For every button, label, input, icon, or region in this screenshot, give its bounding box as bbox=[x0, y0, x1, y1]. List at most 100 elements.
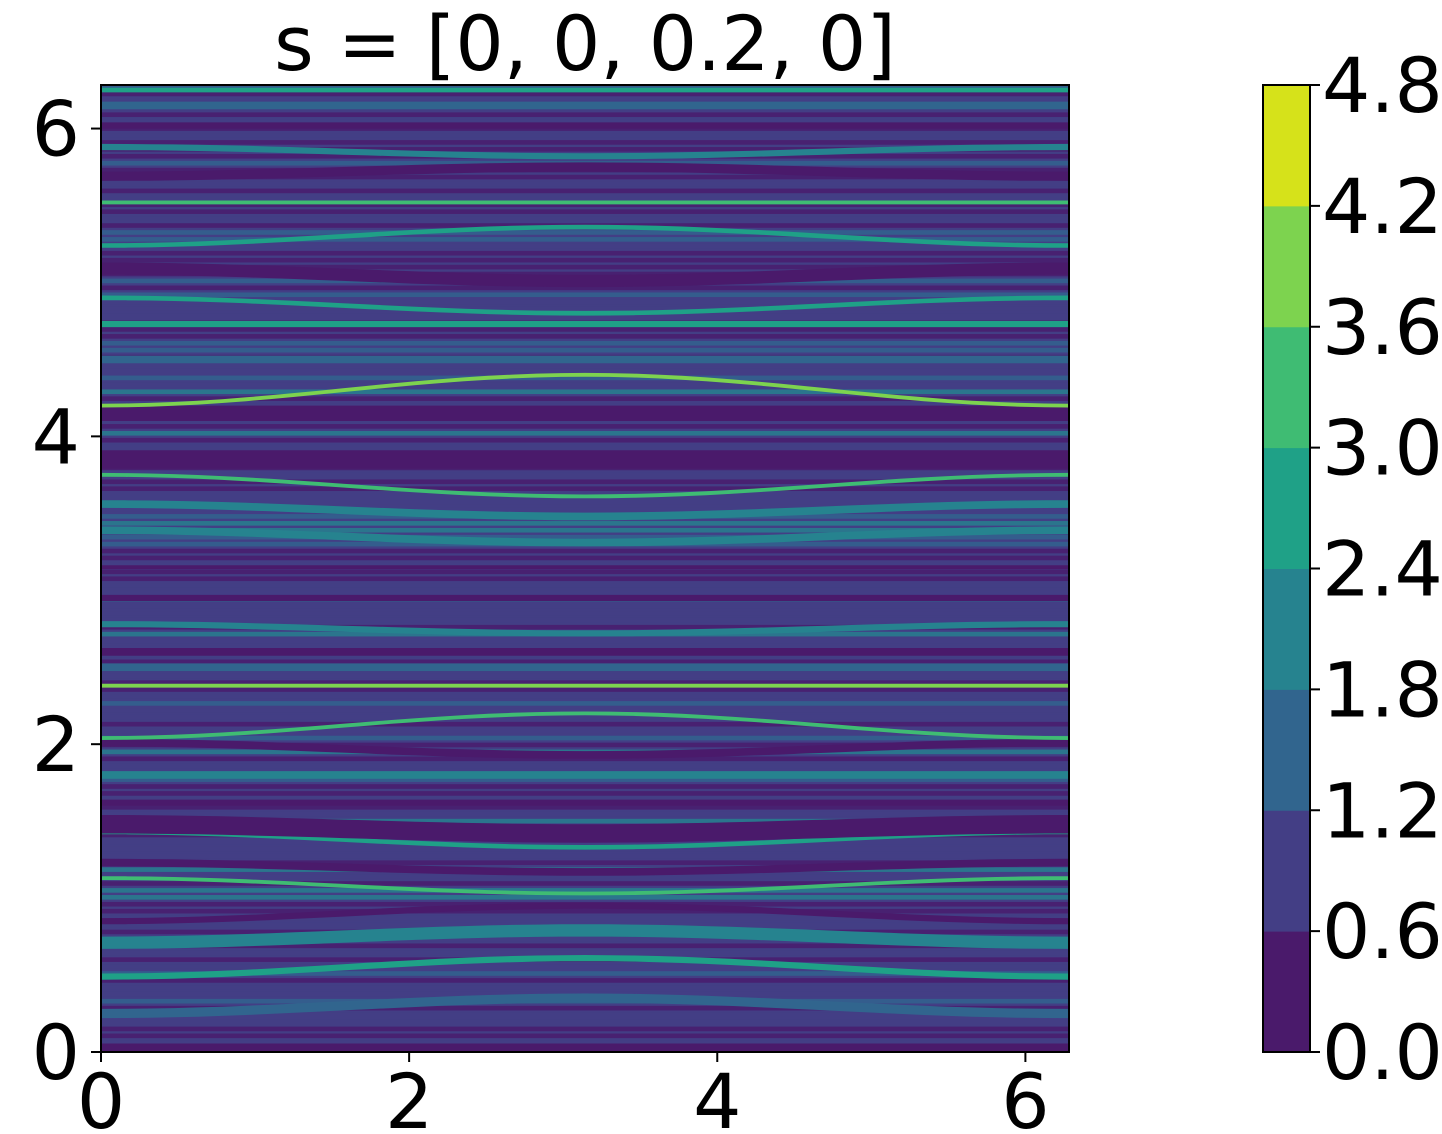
heatmap-band bbox=[101, 500, 1069, 521]
heatmap-texture-stripe bbox=[101, 257, 1069, 263]
heatmap-texture-stripe bbox=[101, 361, 1069, 367]
heatmap-texture-stripe bbox=[101, 791, 1069, 796]
heatmap-texture-stripe bbox=[101, 209, 1069, 214]
heatmap-band bbox=[101, 143, 1069, 160]
colorbar-tick-label: 4.8 bbox=[1322, 41, 1442, 130]
heatmap-texture-stripe bbox=[101, 91, 1069, 97]
heatmap-texture-stripe bbox=[101, 403, 1069, 408]
x-tick-label: 2 bbox=[385, 1057, 433, 1134]
heatmap-texture-stripe bbox=[101, 444, 1069, 450]
y-tick-label: 0 bbox=[32, 1008, 80, 1097]
heatmap-band bbox=[101, 355, 1069, 364]
heatmap-texture-stripe bbox=[101, 382, 1069, 388]
heatmap-texture-stripe bbox=[101, 562, 1069, 568]
heatmap-band bbox=[101, 372, 1069, 408]
heatmap-texture-stripe bbox=[101, 472, 1069, 478]
heatmap-texture-stripe bbox=[101, 936, 1069, 942]
heatmap-band bbox=[101, 122, 1069, 129]
heatmap-texture-stripe bbox=[101, 908, 1069, 914]
chart-title: s = [0, 0, 0.2, 0] bbox=[274, 0, 896, 88]
heatmap-texture-stripe bbox=[101, 950, 1069, 956]
heatmap-band bbox=[101, 902, 1069, 925]
heatmap-texture-stripe bbox=[101, 964, 1069, 969]
heatmap-texture-stripe bbox=[101, 285, 1069, 291]
heatmap-band bbox=[101, 683, 1069, 688]
heatmap-texture-stripe bbox=[101, 804, 1069, 810]
heatmap-texture-stripe bbox=[101, 250, 1069, 256]
heatmap-texture-stripe bbox=[101, 617, 1069, 623]
heatmap-band bbox=[101, 1043, 1069, 1052]
heatmap-texture-stripe bbox=[101, 486, 1069, 492]
heatmap-texture-stripe bbox=[101, 680, 1069, 685]
heatmap-texture-stripe bbox=[101, 85, 1069, 90]
heatmap-texture-stripe bbox=[101, 756, 1069, 762]
heatmap-texture-stripe bbox=[101, 735, 1069, 741]
heatmap-band bbox=[101, 320, 1069, 328]
heatmap-texture-stripe bbox=[101, 777, 1069, 782]
x-tick-label: 6 bbox=[1001, 1057, 1049, 1134]
heatmap-texture-stripe bbox=[101, 389, 1069, 395]
y-tick-label: 4 bbox=[32, 392, 80, 481]
heatmap-texture-stripe bbox=[101, 521, 1069, 526]
heatmap-texture-stripe bbox=[101, 174, 1069, 180]
heatmap-texture-stripe bbox=[101, 368, 1069, 374]
colorbar-tick-label: 4.2 bbox=[1322, 162, 1442, 251]
heatmap-texture-stripe bbox=[101, 604, 1069, 609]
heatmap-texture-stripe bbox=[101, 507, 1069, 512]
heatmap-texture-stripe bbox=[101, 971, 1069, 976]
heatmap-texture-stripe bbox=[101, 527, 1069, 533]
colorbar-tick-label: 2.4 bbox=[1322, 525, 1442, 614]
heatmap-band bbox=[101, 526, 1069, 547]
colorbar-tick-label: 1.8 bbox=[1322, 645, 1442, 734]
colorbar-bin bbox=[1263, 85, 1310, 207]
heatmap-band bbox=[101, 858, 1069, 876]
heatmap-texture-stripe bbox=[101, 673, 1069, 679]
heatmap-texture-stripe bbox=[101, 645, 1069, 651]
heatmap-texture-stripe bbox=[101, 147, 1069, 152]
heatmap-texture-stripe bbox=[101, 687, 1069, 692]
heatmap-texture-stripe bbox=[101, 583, 1069, 588]
heatmap-texture-stripe bbox=[101, 548, 1069, 554]
heatmap-band bbox=[101, 815, 1069, 843]
x-tick-label: 4 bbox=[693, 1057, 741, 1134]
heatmap-band bbox=[101, 594, 1069, 602]
heatmap-texture-stripe bbox=[101, 860, 1069, 866]
heatmap-texture-stripe bbox=[101, 742, 1069, 748]
colorbar-tick-label: 3.6 bbox=[1322, 283, 1442, 372]
heatmap-texture-stripe bbox=[101, 874, 1069, 879]
heatmap-band bbox=[101, 648, 1069, 656]
heatmap-band bbox=[101, 565, 1069, 570]
heatmap-texture-stripe bbox=[101, 292, 1069, 298]
heatmap-texture-stripe bbox=[101, 915, 1069, 921]
colorbar-bin bbox=[1263, 810, 1310, 932]
heatmap-texture-stripe bbox=[101, 611, 1069, 616]
heatmap-band bbox=[101, 162, 1069, 181]
heatmap-texture-stripe bbox=[101, 624, 1069, 630]
heatmap-texture-stripe bbox=[101, 943, 1069, 949]
heatmap-texture-stripe bbox=[101, 708, 1069, 713]
heatmap-texture-stripe bbox=[101, 119, 1069, 124]
heatmap-texture-stripe bbox=[101, 555, 1069, 561]
heatmap-band bbox=[101, 224, 1069, 248]
heatmap-texture-stripe bbox=[101, 216, 1069, 221]
colorbar-tick-label: 1.2 bbox=[1322, 766, 1442, 855]
heatmap-texture-stripe bbox=[101, 98, 1069, 104]
heatmap-texture-stripe bbox=[101, 576, 1069, 582]
heatmap-texture-stripe bbox=[101, 271, 1069, 277]
y-tick-label: 6 bbox=[32, 85, 80, 174]
heatmap-texture-stripe bbox=[101, 334, 1069, 339]
heatmap-band bbox=[101, 87, 1069, 93]
colorbar-tick-label: 0.0 bbox=[1322, 1008, 1442, 1097]
heatmap-band bbox=[101, 771, 1069, 779]
heatmap-band bbox=[101, 295, 1069, 316]
heatmap-band bbox=[101, 262, 1069, 288]
heatmap-texture-stripe bbox=[101, 784, 1069, 789]
heatmap-texture-stripe bbox=[101, 1026, 1069, 1032]
colorbar: 0.0 0.6 1.2 1.8 2.4 3.0 3.6 4.2 4.8 bbox=[1262, 41, 1442, 1097]
heatmap-texture-stripe bbox=[101, 437, 1069, 443]
heatmap-texture-stripe bbox=[101, 728, 1069, 734]
heatmap-texture-stripe bbox=[101, 811, 1069, 817]
heatmap-band bbox=[101, 955, 1069, 980]
heatmap-texture-stripe bbox=[101, 347, 1069, 353]
